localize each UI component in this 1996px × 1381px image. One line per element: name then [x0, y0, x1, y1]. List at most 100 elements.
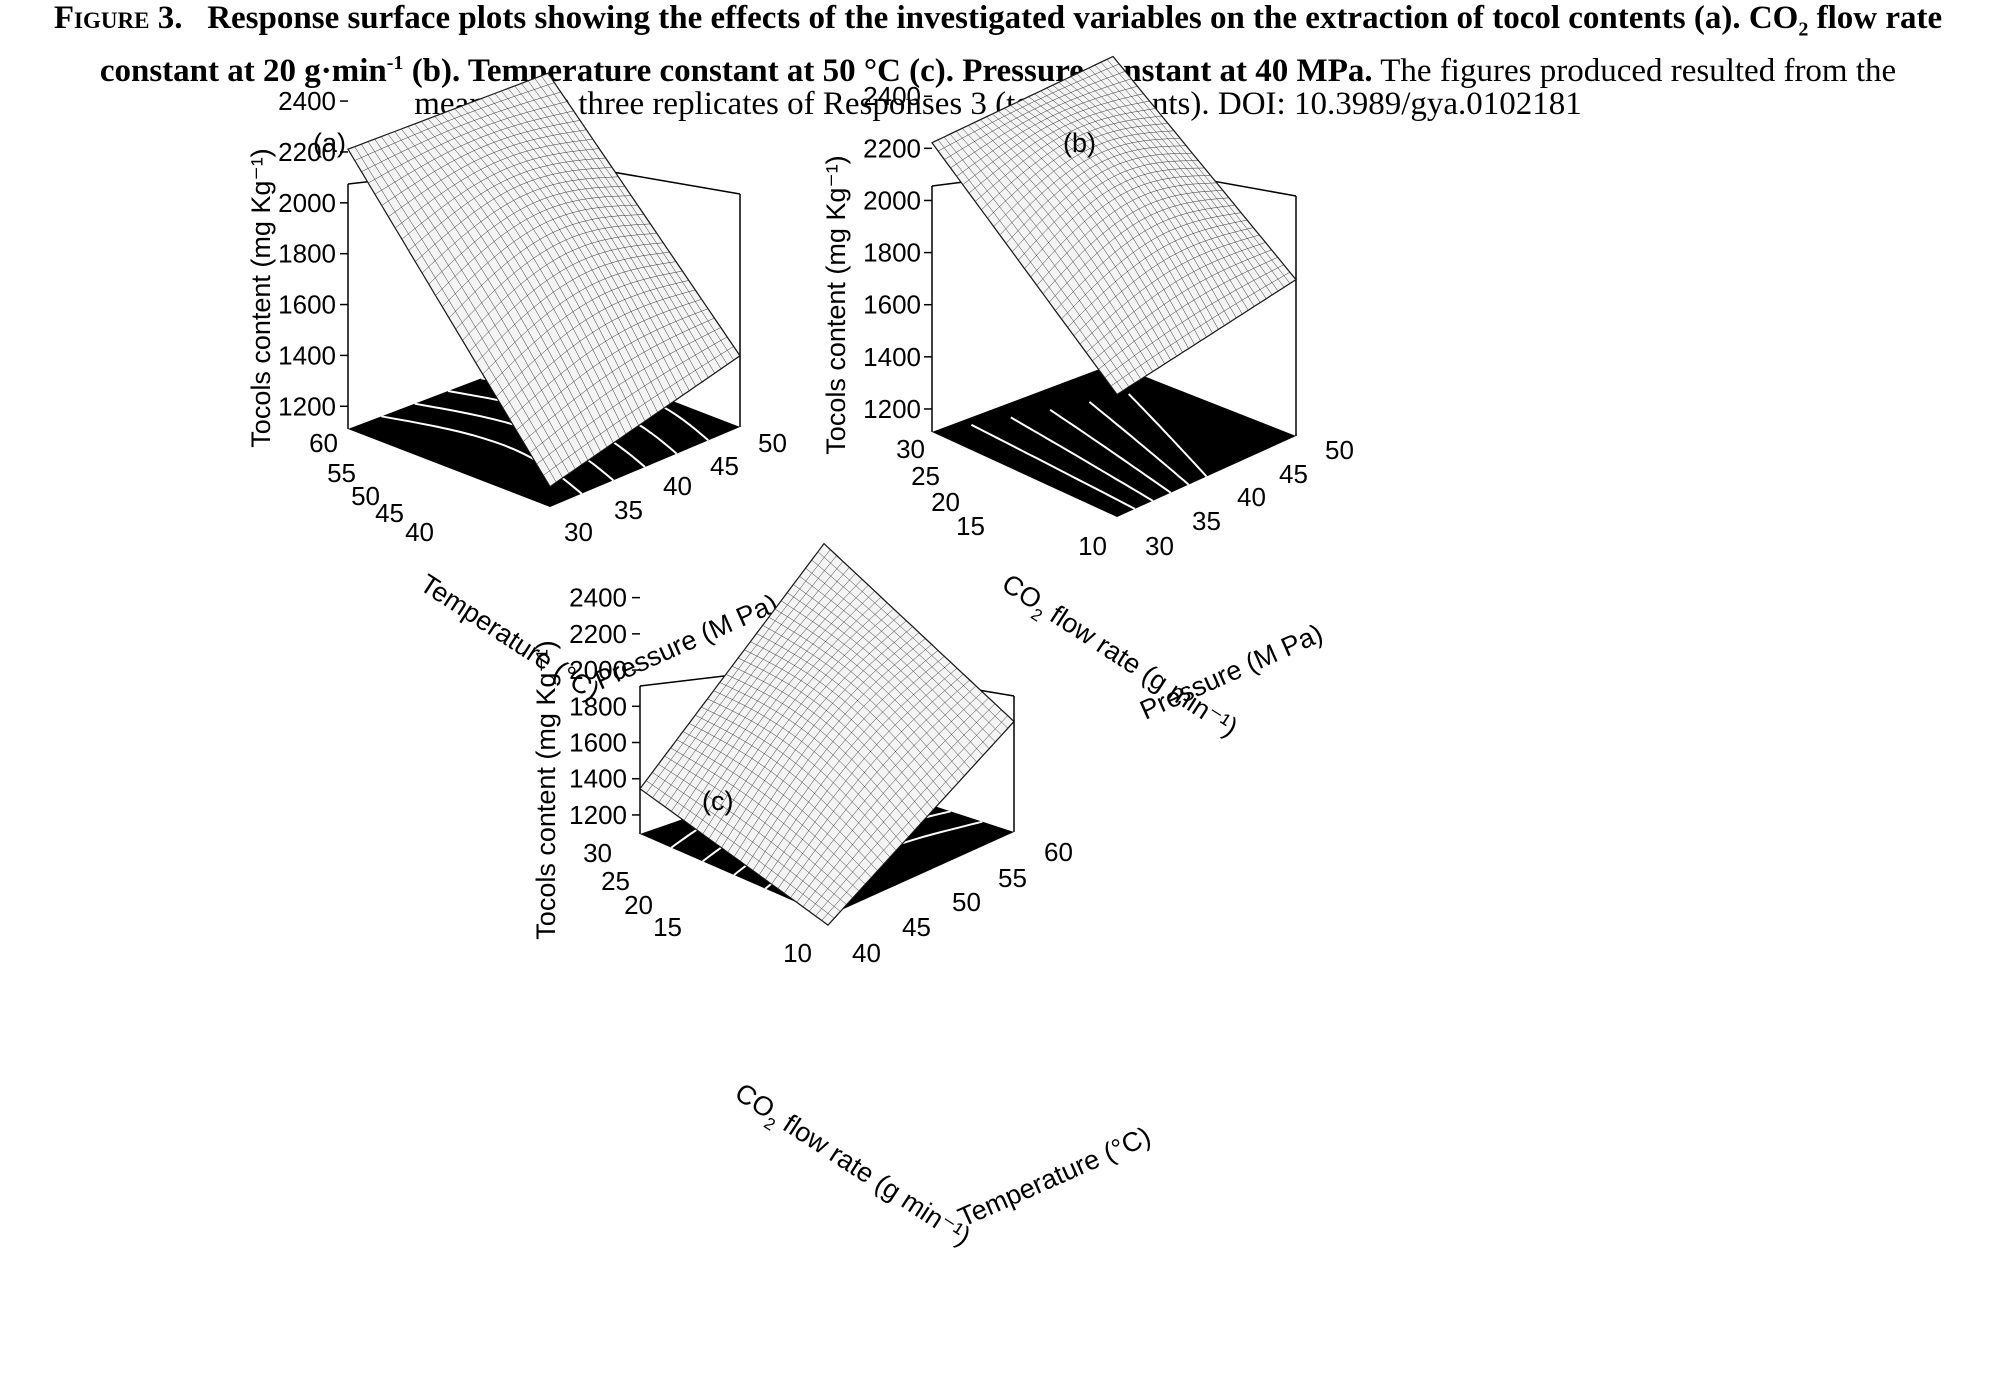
surface-mesh-line	[1088, 67, 1273, 296]
panel-label: (b)	[1063, 128, 1096, 158]
left-axis-label: CO2 flow rate (g min⁻¹)	[993, 568, 1243, 748]
z-tick-label: 1200	[863, 394, 921, 424]
z-tick-label: 1200	[278, 391, 336, 421]
surface-mesh-line	[639, 543, 825, 789]
z-tick-label: 2400	[569, 583, 627, 613]
right-axis-tick-label: 60	[1044, 837, 1073, 867]
left-axis-tick-label: 10	[1078, 531, 1107, 561]
left-axis-tick-label: 10	[783, 938, 812, 968]
left-axis-tick-label: 30	[583, 838, 612, 868]
caption-sub: 2	[1798, 18, 1809, 41]
caption-bold-2: flow rate	[1808, 0, 1943, 36]
surface-mesh-line	[1100, 62, 1285, 288]
right-axis-tick-label: 35	[1192, 506, 1221, 536]
right-axis-tick-label: 55	[998, 863, 1027, 893]
z-tick-label: 1400	[863, 342, 921, 372]
surface-mesh-line	[354, 82, 555, 161]
left-axis-tick-label: 50	[351, 481, 380, 511]
left-axis-tick-label: 20	[931, 487, 960, 517]
right-axis-tick-label: 30	[564, 517, 593, 547]
z-axis-label: Tocols content (mg Kg⁻¹)	[246, 148, 276, 447]
floor-contour-line	[1088, 401, 1190, 486]
left-axis-label-rest: flow rate (g min⁻¹)	[772, 1104, 976, 1251]
surface-mesh-line	[547, 73, 741, 356]
surface-mesh-line	[527, 80, 722, 370]
surface-mesh-line	[646, 549, 831, 794]
z-tick-label: 1400	[278, 340, 336, 370]
surface-mesh-line	[950, 78, 1132, 169]
floor-contour-line	[970, 423, 1136, 510]
surface-mesh-line	[541, 75, 734, 361]
surface-mesh-line	[799, 576, 990, 749]
z-tick-label: 2200	[278, 137, 336, 167]
surface-mesh-line	[811, 559, 1002, 736]
surface-mesh-line	[817, 551, 1008, 729]
surface-mesh-line	[664, 567, 850, 808]
surface-mesh-line	[347, 72, 549, 150]
surface-mesh-line	[1094, 64, 1279, 292]
right-axis-tick-label: 45	[902, 912, 931, 942]
z-tick-label: 1800	[569, 691, 627, 721]
z-axis-label: Tocols content (mg Kg⁻¹)	[531, 640, 561, 939]
left-axis-tick-label: 40	[405, 517, 434, 547]
right-axis-tick-label: 30	[1145, 531, 1174, 561]
z-tick-label: 1800	[278, 239, 336, 269]
z-tick-label: 2200	[863, 133, 921, 163]
caption-label: Figure 3.	[53, 0, 183, 36]
surface-mesh-line	[374, 110, 574, 195]
panel-label: (a)	[313, 128, 346, 158]
caption-line-1: Figure 3. Response surface plots showing…	[0, 2, 1996, 47]
response-surface	[639, 542, 1015, 926]
z-axis-label: Tocols content (mg Kg⁻¹)	[821, 155, 851, 454]
panel-label: (c)	[702, 786, 733, 816]
z-tick-label: 1600	[569, 728, 627, 758]
surface-mesh-line	[381, 120, 581, 206]
caption-sup: -1	[386, 51, 404, 74]
z-tick-label: 2000	[278, 188, 336, 218]
right-axis-tick-label: 40	[1237, 482, 1266, 512]
caption-bold-1: Response surface plots showing the effec…	[207, 0, 1799, 36]
surface-mesh-line	[521, 83, 715, 374]
caption-bold-3: constant at 20 g·min	[99, 52, 387, 89]
right-axis-label: Temperature (°C)	[954, 1121, 1156, 1233]
right-axis-tick-label: 45	[1279, 459, 1308, 489]
z-tick-label: 1600	[278, 290, 336, 320]
left-axis-tick-label: 25	[911, 461, 940, 491]
surface-mesh-line	[368, 101, 568, 184]
z-tick-label: 2000	[569, 655, 627, 685]
chart-panel-1: 2400 2200 2000 1800 1600 1400 1200 Tocols conte…	[821, 55, 1354, 748]
left-axis-tick-label: 45	[375, 498, 404, 528]
floor-contour-line	[1010, 416, 1154, 502]
surface-mesh-line	[823, 543, 1015, 722]
z-tick-label: 1200	[569, 800, 627, 830]
surface-mesh-line	[805, 567, 996, 743]
chart-panel-2: 2400 2200 2000 1800 1600 1400 1200 Tocols conte…	[531, 542, 1156, 1252]
surface-mesh-line	[938, 63, 1120, 152]
caption-bold-4: (b). Temperature constant at 50 °C (c). …	[403, 52, 1373, 89]
z-tick-label: 1600	[863, 290, 921, 320]
right-axis-tick-label: 50	[1325, 435, 1354, 465]
surface-mesh-line	[652, 555, 837, 798]
surface-mesh-line	[944, 71, 1126, 160]
left-axis-tick-label: 15	[653, 912, 682, 942]
z-tick-label: 2400	[863, 81, 921, 111]
z-tick-label: 1800	[863, 238, 921, 268]
left-axis-tick-label: 55	[327, 458, 356, 488]
surface-mesh-line	[1106, 59, 1291, 284]
surface-mesh-line	[931, 56, 1114, 143]
response-surface	[931, 55, 1297, 396]
floor-contour-line	[1127, 393, 1208, 478]
z-tick-label: 1400	[569, 764, 627, 794]
left-axis-tick-label: 30	[896, 434, 925, 464]
left-axis-tick-label: 25	[601, 866, 630, 896]
z-tick-label: 2000	[863, 185, 921, 215]
caption-line-2: constant at 20 g·min-1 (b). Temperature …	[0, 47, 1996, 88]
left-axis-tick-label: 20	[624, 890, 653, 920]
right-axis-tick-label: 40	[852, 938, 881, 968]
right-axis-tick-label: 35	[614, 495, 643, 525]
z-tick-label: 2200	[569, 619, 627, 649]
floor-contour-line	[1049, 408, 1172, 494]
surface-mesh-line	[361, 91, 561, 172]
surface-mesh-line	[671, 573, 856, 812]
